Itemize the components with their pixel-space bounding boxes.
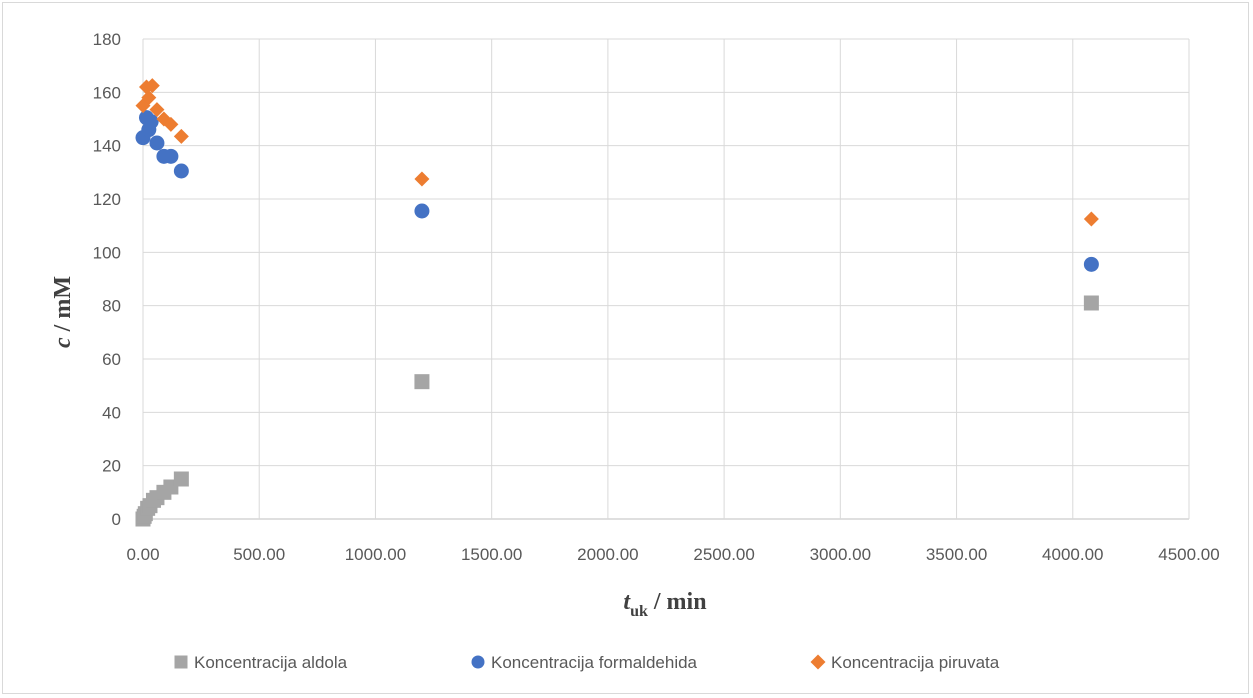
x-tick-label: 4000.00 (1042, 545, 1103, 564)
x-tick-label: 3000.00 (810, 545, 871, 564)
data-point-aldol (173, 471, 189, 487)
legend-item-pyruvate: Koncentracija piruvata (810, 653, 1000, 672)
data-point-formaldehyde (1083, 256, 1099, 272)
data-point-pyruvate (141, 90, 157, 106)
data-point-formaldehyde (149, 135, 165, 151)
x-tick-label: 1500.00 (461, 545, 522, 564)
y-axis-title: c / mM (50, 276, 76, 348)
data-point-pyruvate (1083, 211, 1099, 227)
legend-item-formaldehyde: Koncentracija formaldehida (471, 653, 698, 672)
x-axis-title-main: t (623, 589, 631, 615)
legend-marker-aldol (174, 655, 188, 669)
x-axis-title: tuk / min (623, 589, 706, 620)
y-tick-label: 120 (93, 190, 121, 209)
y-tick-label: 160 (93, 83, 121, 102)
legend-item-aldol: Koncentracija aldola (174, 653, 348, 672)
legend-marker-formaldehyde (471, 655, 485, 669)
data-point-formaldehyde (414, 203, 430, 219)
x-tick-label: 500.00 (233, 545, 285, 564)
x-tick-label: 1000.00 (345, 545, 406, 564)
x-tick-label: 2000.00 (577, 545, 638, 564)
legend-label-formaldehyde: Koncentracija formaldehida (491, 653, 698, 672)
x-tick-label: 3500.00 (926, 545, 987, 564)
x-tick-labels: 0.00 500.00 1000.00 1500.00 2000.00 2500.00 30… (126, 545, 1219, 564)
y-tick-label: 60 (102, 350, 121, 369)
data-point-formaldehyde (173, 163, 189, 179)
y-tick-label: 20 (102, 457, 121, 476)
data-point-pyruvate (173, 128, 189, 144)
y-tick-label: 0 (112, 510, 121, 529)
gridlines (142, 38, 1190, 520)
legend: Koncentracija aldola Koncentracija formal… (174, 653, 1000, 672)
y-tick-label: 80 (102, 297, 121, 316)
x-axis-title-unit: / min (648, 589, 707, 615)
x-tick-label: 2500.00 (693, 545, 754, 564)
data-point-formaldehyde (163, 148, 179, 164)
legend-marker-pyruvate (810, 654, 826, 670)
y-tick-label: 180 (93, 30, 121, 49)
data-point-pyruvate (144, 78, 160, 94)
x-tick-label: 4500.00 (1158, 545, 1219, 564)
data-point-aldol (1083, 295, 1099, 311)
data-point-pyruvate (149, 102, 165, 118)
data-point-aldol (414, 374, 430, 390)
data-point-pyruvate (163, 116, 179, 132)
x-axis-title-subscript: uk (630, 603, 648, 620)
data-point-formaldehyde (143, 114, 159, 130)
y-tick-label: 140 (93, 137, 121, 156)
data-point-pyruvate (414, 171, 430, 187)
legend-label-aldol: Koncentracija aldola (194, 653, 348, 672)
y-axis-title-main: c (50, 337, 76, 348)
y-tick-label: 100 (93, 243, 121, 262)
y-tick-labels: 0 20 40 60 80 100 120 140 160 180 (93, 30, 121, 529)
y-tick-label: 40 (102, 403, 121, 422)
x-tick-label: 0.00 (126, 545, 159, 564)
data-points (135, 78, 1099, 527)
legend-label-pyruvate: Koncentracija piruvata (831, 653, 1000, 672)
y-axis-title-unit: / mM (50, 276, 76, 337)
